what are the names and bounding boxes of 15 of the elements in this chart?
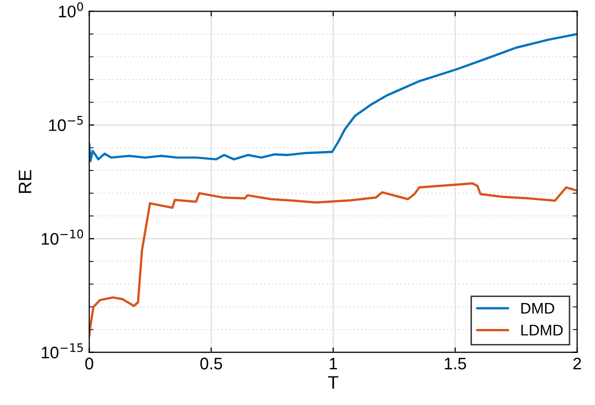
x-tick-label: 2 (573, 358, 581, 370)
x-tick-label: 1.5 (444, 358, 466, 370)
y-tick-label: 10$^{0}$ (58, 2, 84, 18)
x-tick-label: 1 (330, 358, 338, 370)
y-tick-label: 10$^{−10}$ (42, 230, 84, 245)
legend-label: LDMD (521, 324, 563, 336)
legend-label: DMD (521, 303, 554, 314)
y-axis-title: RE (18, 170, 32, 193)
x-tick-label: 0.5 (200, 358, 222, 370)
line-series (89, 32, 578, 162)
line-series (89, 182, 578, 337)
x-axis-title: T (328, 376, 338, 389)
x-tick-label: 0 (85, 358, 94, 370)
y-tick-label: 10$^{−15}$ (42, 343, 83, 358)
y-tick-label: 10$^{−5}$ (49, 116, 83, 132)
